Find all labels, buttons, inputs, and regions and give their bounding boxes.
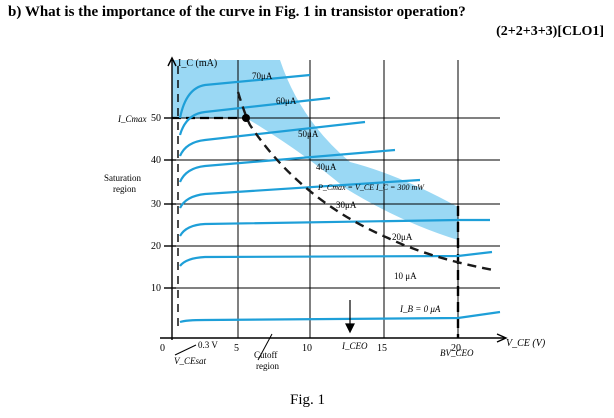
bvceo-label: BV_CEO	[440, 348, 474, 358]
y-tick-40: 40	[151, 155, 161, 166]
curve-0ua	[179, 310, 501, 324]
max-power-curve	[236, 91, 494, 272]
cutoff-label-line2: region	[256, 361, 279, 371]
y-tick-10: 10	[151, 283, 161, 294]
curve-20ua	[179, 218, 490, 237]
x-tick-20: 20	[451, 343, 461, 354]
curve-10ua	[179, 250, 493, 267]
curve-label-20: 20μA	[392, 232, 413, 242]
curve-40ua	[178, 148, 396, 183]
cutoff-pointer	[257, 333, 273, 361]
x-tick-5: 5	[234, 343, 239, 354]
y-tick-50: 50	[151, 113, 161, 124]
curve-30ua	[179, 178, 421, 209]
y-tick-20: 20	[151, 241, 161, 252]
x-tick-15: 15	[377, 343, 387, 354]
curve-label-10: 10 μA	[394, 271, 417, 281]
x-axis-label: V_CE (V)	[506, 338, 546, 349]
curve-label-60: 60μA	[276, 96, 297, 106]
curve-label-50: 50μA	[298, 129, 319, 139]
characteristic-curves	[178, 73, 501, 324]
power-label: P_Cmax = V_CE I_C = 300 mW	[317, 183, 425, 192]
ic-max-point	[242, 114, 250, 122]
question-text: b) What is the importance of the curve i…	[8, 4, 466, 20]
marks-label: (2+2+3+3)[CLO1]	[496, 24, 604, 39]
grid	[172, 60, 500, 338]
vce-sat-value: 0.3 V	[198, 340, 218, 350]
ic-max-label: I_Cmax	[117, 114, 147, 124]
curve-70ua	[178, 73, 311, 119]
figure-caption: Fig. 1	[290, 392, 326, 408]
curve-label-70: 70μA	[252, 71, 273, 81]
cutoff-label-line1: Cutoff	[254, 350, 277, 360]
curve-50ua	[178, 120, 366, 157]
saturation-label-line2: region	[113, 184, 136, 194]
curve-label-40: 40μA	[316, 162, 337, 172]
vce-sat-label: V_CEsat	[174, 356, 207, 366]
x-tick-0: 0	[160, 343, 165, 354]
y-axis-label: I_C (mA)	[178, 58, 217, 69]
curve-label-0: I_B = 0 μA	[399, 304, 441, 314]
saturation-label-line1: Saturation	[104, 173, 141, 183]
y-tick-30: 30	[151, 199, 161, 210]
vce-sat-pointer	[174, 344, 197, 356]
curve-60ua	[178, 96, 331, 136]
safe-operating-region	[172, 60, 458, 240]
axes	[160, 56, 508, 343]
iceo-label: I_CEO	[341, 341, 368, 351]
iceo-arrow	[345, 300, 355, 334]
x-tick-10: 10	[302, 343, 312, 354]
curve-label-30: 30μA	[336, 200, 357, 210]
